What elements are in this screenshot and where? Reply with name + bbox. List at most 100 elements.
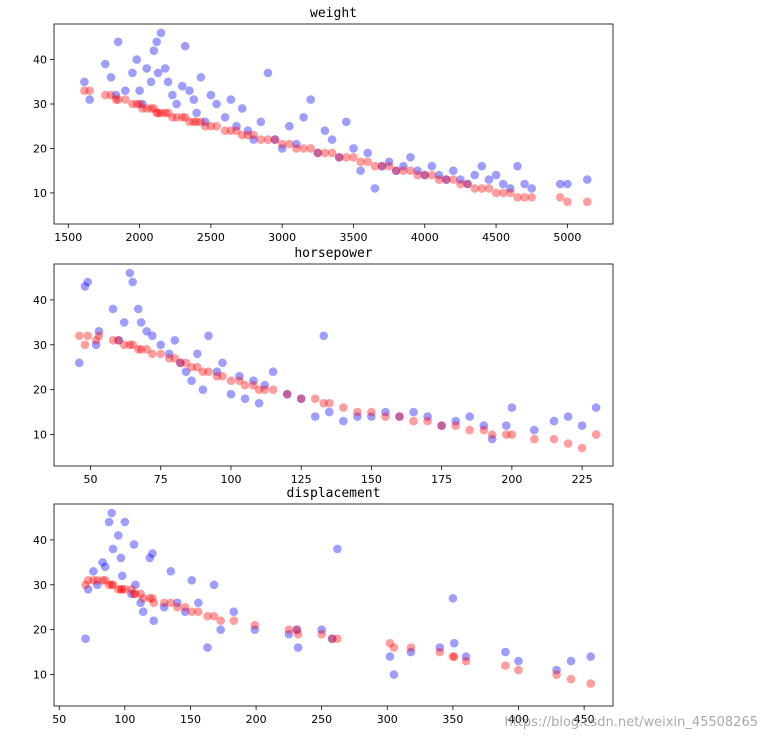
red-scatter-point — [317, 629, 327, 639]
red-scatter-point — [146, 104, 156, 113]
red-scatter-point — [435, 647, 445, 657]
red-scatter-point — [399, 166, 408, 175]
blue-scatter-point — [206, 90, 216, 100]
red-scatter-point — [320, 148, 330, 158]
x-tick-label: 200 — [246, 713, 267, 726]
x-tick-label: 1500 — [54, 231, 82, 244]
blue-scatter-point — [94, 327, 104, 336]
red-scatter-point — [385, 638, 395, 648]
red-scatter-point — [83, 576, 93, 585]
red-scatter-point — [120, 585, 130, 594]
red-scatter-point — [189, 117, 199, 127]
blue-scatter-point — [163, 77, 173, 87]
red-scatter-point — [243, 130, 253, 140]
red-scatter-point — [176, 358, 185, 368]
blue-scatter-point — [193, 349, 202, 359]
red-scatter-point — [282, 389, 292, 399]
blue-scatter-point — [218, 358, 227, 368]
red-scatter-point — [98, 576, 107, 585]
red-scatter-point — [487, 430, 497, 439]
red-scatter-point — [81, 580, 90, 590]
y-tick-label: 10 — [33, 429, 47, 442]
red-scatter-point — [235, 376, 244, 386]
red-scatter-point — [117, 585, 127, 594]
red-scatter-point — [327, 634, 337, 643]
blue-scatter-point — [180, 41, 190, 51]
blue-scatter-point — [101, 59, 110, 69]
blue-scatter-point — [292, 139, 301, 149]
red-scatter-point — [339, 403, 348, 412]
blue-scatter-point — [285, 121, 294, 131]
blue-scatter-point — [189, 95, 199, 104]
blue-scatter-point — [128, 277, 137, 287]
blue-scatter-point — [235, 371, 244, 381]
blue-scatter-point — [91, 340, 101, 350]
red-scatter-point — [284, 625, 294, 634]
blue-scatter-point — [83, 277, 92, 287]
blue-scatter-point — [530, 425, 539, 435]
red-scatter-point — [420, 170, 430, 180]
red-scatter-point — [270, 135, 280, 144]
blue-scatter-point — [185, 86, 194, 95]
red-scatter-point — [583, 197, 592, 207]
red-scatter-point — [463, 179, 472, 189]
red-scatter-point — [135, 99, 144, 109]
blue-scatter-point — [449, 638, 459, 648]
red-scatter-point — [456, 179, 465, 189]
axes-frame — [53, 23, 614, 225]
blue-scatter-point — [156, 28, 166, 38]
blue-scatter-point — [449, 166, 458, 175]
blue-scatter-point — [299, 113, 308, 122]
red-scatter-point — [484, 184, 494, 193]
red-scatter-point — [514, 665, 523, 675]
blue-scatter-point — [166, 567, 176, 576]
blue-scatter-point — [148, 549, 157, 558]
blue-scatter-point — [113, 37, 123, 47]
blue-scatter-point — [367, 412, 376, 421]
blue-scatter-point — [409, 407, 418, 417]
x-tick-label: 50 — [84, 473, 98, 486]
blue-scatter-point — [100, 562, 110, 572]
red-scatter-point — [142, 345, 151, 354]
blue-scatter-point — [498, 179, 508, 189]
red-scatter-point — [293, 629, 303, 639]
red-scatter-point — [413, 170, 422, 180]
x-tick-label: 450 — [574, 713, 595, 726]
red-scatter-point — [353, 407, 362, 417]
blue-scatter-point — [194, 598, 203, 608]
blue-scatter-point — [114, 531, 123, 540]
red-scatter-point — [502, 430, 511, 439]
blue-scatter-point — [181, 367, 191, 377]
red-scatter-point — [299, 144, 308, 153]
red-scatter-point — [470, 184, 480, 193]
red-scatter-point — [384, 161, 394, 171]
blue-scatter-point — [93, 580, 102, 590]
blue-scatter-point — [250, 625, 260, 634]
blue-scatter-point — [212, 99, 221, 109]
red-scatter-point — [91, 336, 101, 345]
red-scatter-point — [552, 670, 561, 679]
blue-scatter-point — [129, 540, 139, 549]
blue-scatter-point — [180, 607, 190, 616]
y-tick-label: 40 — [33, 534, 47, 547]
blue-scatter-point — [254, 398, 264, 408]
blue-scatter-point — [435, 643, 445, 652]
red-scatter-point — [296, 394, 306, 404]
blue-scatter-point — [237, 104, 247, 113]
red-scatter-point — [377, 161, 387, 171]
blue-scatter-point — [168, 90, 177, 100]
red-scatter-point — [121, 95, 130, 104]
blue-scatter-point — [121, 86, 130, 95]
blue-scatter-point — [583, 175, 592, 184]
blue-scatter-point — [317, 625, 327, 634]
blue-scatter-point — [111, 90, 121, 100]
blue-scatter-point — [363, 148, 373, 158]
blue-scatter-point — [220, 113, 230, 122]
blue-scatter-point — [160, 64, 170, 73]
x-tick-label: 125 — [291, 473, 312, 486]
red-scatter-point — [107, 580, 116, 590]
blue-scatter-point — [353, 412, 362, 421]
plot-title: weight — [310, 6, 357, 21]
y-tick-label: 10 — [33, 669, 47, 682]
red-scatter-point — [132, 99, 141, 109]
